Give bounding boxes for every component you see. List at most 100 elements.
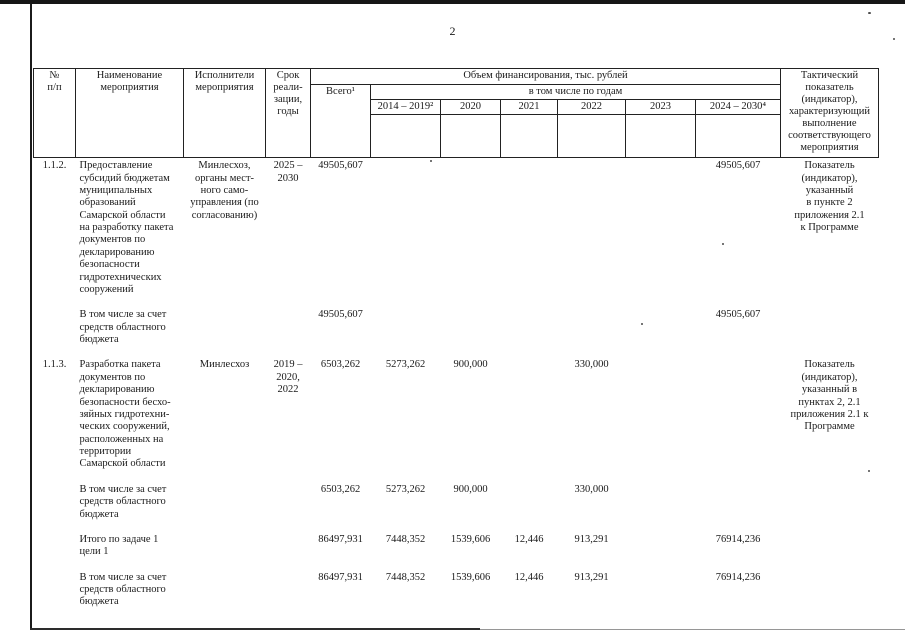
table-cell	[696, 356, 781, 480]
header-year-filler	[440, 114, 501, 159]
table-cell: 330,000	[574, 483, 609, 495]
scan-artifact-bottom-line-faint	[480, 629, 905, 630]
table-cell	[184, 569, 266, 619]
table-cell: В том числе за счет средств областного б…	[79, 571, 167, 608]
table-cell	[781, 531, 879, 569]
table-cell: Предоставление субсидий бюджетам муницип…	[79, 160, 174, 295]
scan-artifact-left-edge	[30, 4, 32, 628]
header-financing: Объем финансирования, тыс. рублей	[310, 68, 781, 85]
table-cell	[626, 356, 696, 480]
page-number: 2	[449, 24, 456, 38]
table-cell	[266, 306, 311, 356]
header-year-2024-2030: 2024 – 2030⁴	[695, 99, 781, 116]
table-cell: Итого по задаче 1 цели 1	[79, 533, 159, 558]
table-cell: 49505,607	[715, 309, 761, 321]
table-cell	[501, 158, 558, 307]
table-cell	[626, 158, 696, 307]
table-row: 1.1.3. Разработка пакета документов по де…	[34, 356, 879, 480]
table-cell: 12,446	[514, 533, 544, 545]
table-row: В том числе за счет средств областного б…	[34, 306, 879, 356]
table-header: № п/п Наименование мероприятия Исполните…	[33, 67, 879, 159]
table-cell	[184, 481, 266, 531]
table-cell: 49505,607	[318, 309, 363, 321]
table-cell: Разработка пакета документов по декларир…	[79, 359, 171, 470]
table-cell	[184, 306, 266, 356]
table-cell	[34, 569, 76, 619]
table-cell: В том числе за счет средств областного б…	[79, 483, 167, 520]
table-body: 1.1.2. Предоставление субсидий бюджетам м…	[34, 158, 879, 619]
table-cell: 49505,607	[318, 160, 363, 172]
table-cell: 5273,262	[385, 359, 426, 371]
header-year-filler	[500, 114, 558, 159]
table-cell	[266, 481, 311, 531]
header-year-2014-2019: 2014 – 2019²	[370, 99, 441, 116]
table-cell: 913,291	[574, 571, 609, 583]
table-cell: 330,000	[574, 359, 609, 371]
table-cell	[781, 481, 879, 531]
scan-artifact-top-edge	[0, 0, 905, 4]
header-by-years: в том числе по годам	[370, 83, 781, 101]
scan-speck	[641, 323, 643, 325]
table-cell: 6503,262	[320, 483, 361, 495]
table-cell: 12,446	[514, 571, 544, 583]
table-cell: 7448,352	[385, 571, 426, 583]
table-cell: В том числе за счет средств областного б…	[79, 309, 167, 345]
table-cell: 86497,931	[318, 533, 363, 545]
financing-table: № п/п Наименование мероприятия Исполните…	[33, 67, 879, 619]
header-year-filler	[625, 114, 696, 159]
table-cell: 6503,262	[320, 359, 361, 371]
table-cell: 900,000	[453, 359, 488, 371]
scan-speck	[430, 160, 432, 162]
table-cell: 900,000	[453, 483, 488, 495]
table-cell	[34, 481, 76, 531]
header-year-filler	[695, 114, 781, 159]
table-cell: 76914,236	[715, 533, 761, 545]
header-year-2021: 2021	[500, 99, 558, 116]
scan-speck	[722, 243, 724, 245]
table-row: В том числе за счет средств областного б…	[34, 481, 879, 531]
table-cell: 1539,606	[450, 571, 491, 583]
table-cell: 2019 – 2020, 2022	[273, 359, 303, 396]
table-cell	[626, 481, 696, 531]
table-cell: Показатель (индикатор), указанный в пунк…	[794, 160, 865, 233]
table-cell: 49505,607	[715, 160, 761, 172]
table-cell: 5273,262	[385, 483, 426, 495]
table-cell	[441, 306, 501, 356]
table-cell	[501, 306, 558, 356]
table-cell	[558, 158, 626, 307]
table-cell: 1539,606	[450, 533, 491, 545]
scan-speck	[868, 470, 870, 472]
header-name: Наименование мероприятия	[75, 67, 184, 159]
table-cell: Минлесхоз, органы мест- ного само- управ…	[190, 160, 259, 221]
table-cell: 7448,352	[385, 533, 426, 545]
header-num: № п/п	[33, 67, 76, 159]
header-total: Всего¹	[310, 83, 371, 159]
header-indicator: Тактический показатель (индикатор), хара…	[780, 67, 879, 159]
table-cell: Минлесхоз	[199, 359, 250, 371]
table-cell	[696, 481, 781, 531]
table-row: В том числе за счет средств областного б…	[34, 569, 879, 619]
header-term: Срок реали- зации, годы	[265, 67, 311, 159]
table-cell: 2025 – 2030	[273, 160, 303, 184]
scan-artifact-bottom-line	[30, 628, 480, 630]
table-cell: 913,291	[574, 533, 609, 545]
table-cell	[626, 306, 696, 356]
table-cell	[781, 569, 879, 619]
table-cell	[184, 531, 266, 569]
table-row: Итого по задаче 1 цели 1 86497,931 7448,35…	[34, 531, 879, 569]
table-cell	[558, 306, 626, 356]
header-year-2022: 2022	[557, 99, 626, 116]
table-cell	[371, 158, 441, 307]
table-cell	[371, 306, 441, 356]
table-cell: 76914,236	[715, 571, 761, 583]
table-cell	[501, 481, 558, 531]
table-cell: 1.1.3.	[42, 359, 67, 371]
table-cell	[626, 531, 696, 569]
table-cell	[501, 356, 558, 480]
table-cell	[266, 531, 311, 569]
table-cell	[266, 569, 311, 619]
table-cell	[34, 306, 76, 356]
scan-speck	[893, 38, 895, 40]
table-cell	[626, 569, 696, 619]
